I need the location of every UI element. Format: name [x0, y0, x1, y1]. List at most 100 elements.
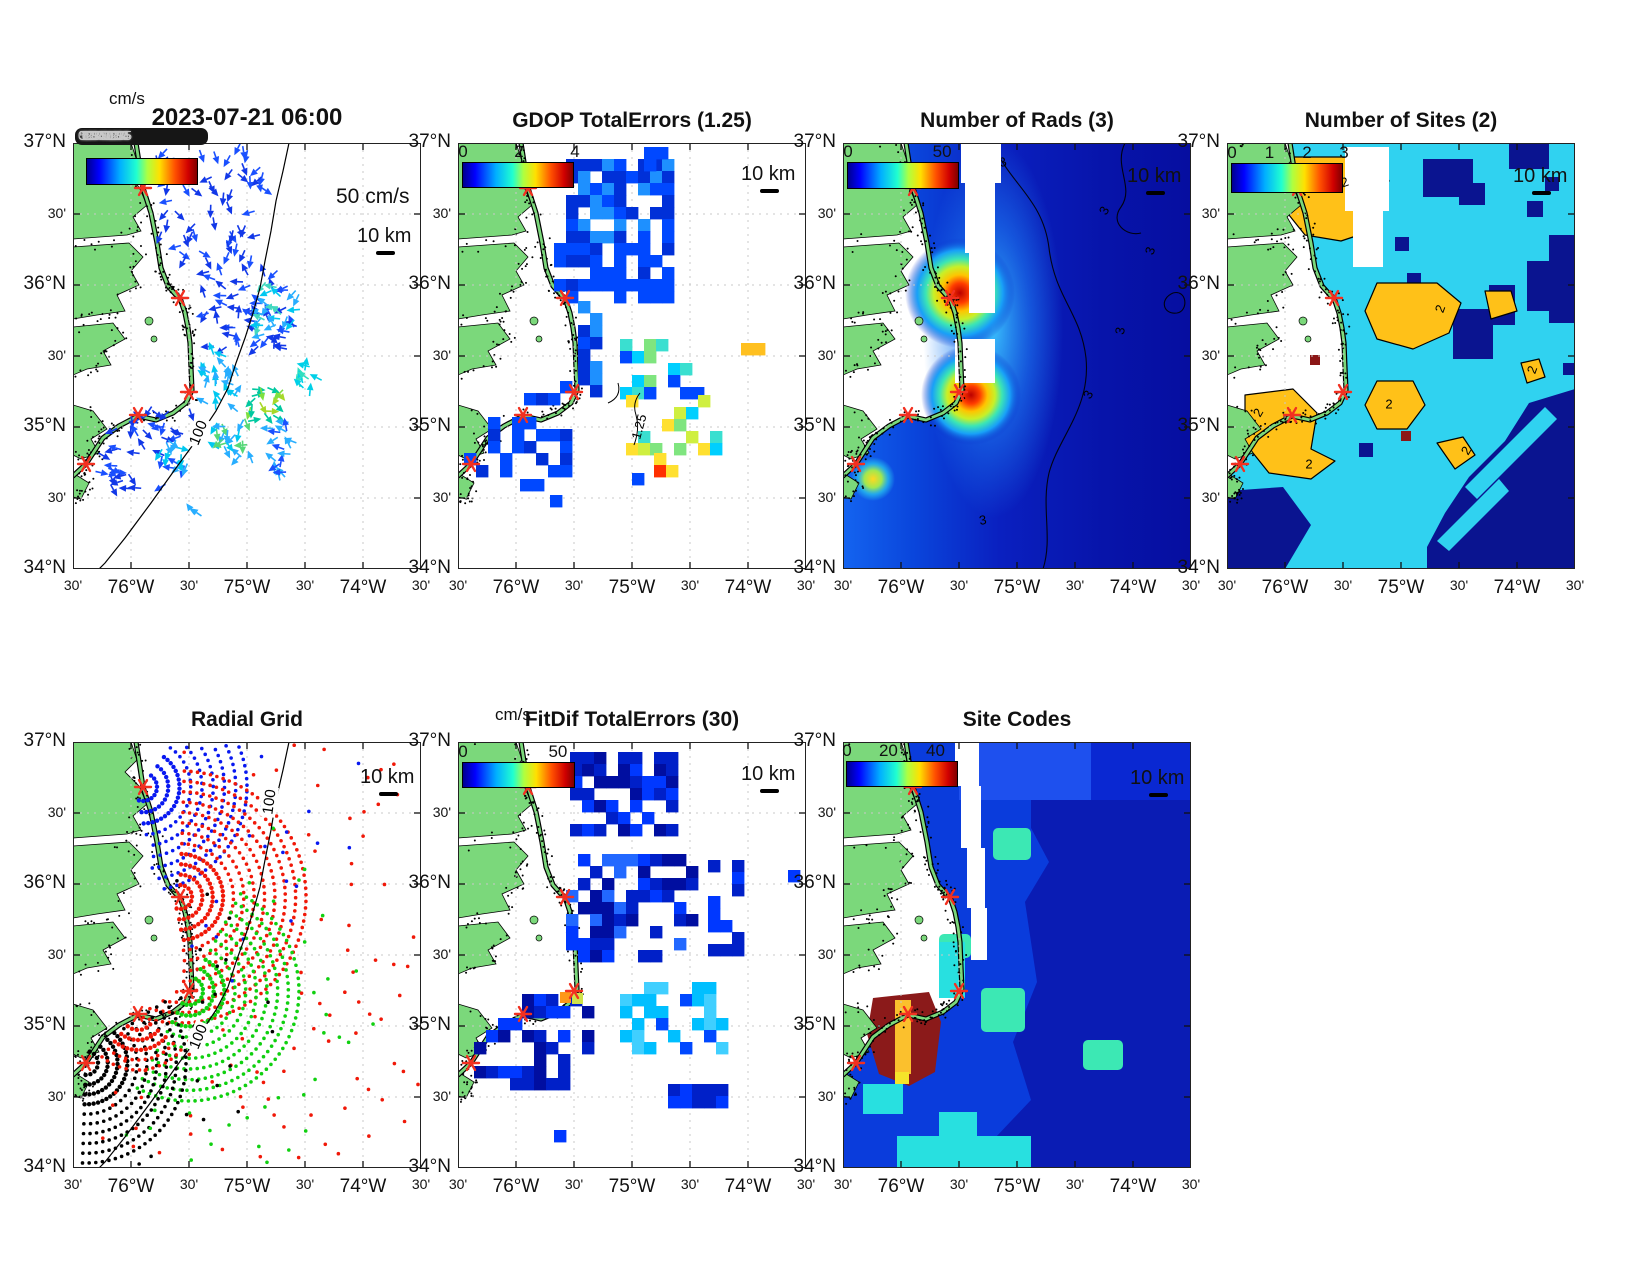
x-axis-tick-label: 30'	[1449, 577, 1469, 593]
colorbar: 0 2 4	[458, 142, 580, 188]
radar-site-marker	[461, 1054, 481, 1072]
colorbar	[86, 158, 198, 185]
panel-num-rads: Number of Rads (3) 3 3 3 3 3 3 37°N 30' 36°N 30' 35…	[794, 109, 1201, 598]
contour-label: 3	[1142, 245, 1159, 257]
y-axis-tick-label: 30'	[432, 489, 451, 506]
colorbar-tick-label: 50	[548, 742, 568, 761]
contour-label: 2	[1339, 174, 1351, 191]
axis-tick-marks	[1227, 143, 1575, 569]
radar-site-marker	[1230, 455, 1250, 473]
x-axis-tick-label: 30'	[448, 577, 468, 593]
panel-gdop-errors: GDOP TotalErrors (1.25) 1.25 37°N 30' 36°N 30…	[409, 109, 816, 598]
contour-label: 3	[1112, 326, 1128, 336]
y-axis-tick-label: 30'	[817, 205, 836, 222]
current-vectors	[95, 143, 323, 517]
x-axis-tick-label: 30'	[179, 577, 199, 593]
y-axis-tick-label: 30'	[1201, 347, 1220, 364]
y-axis-tick-label: 30'	[1201, 205, 1220, 222]
radar-site-marker	[898, 1005, 918, 1023]
panel-radial-grid: Radial Grid 100 100 37°N 30' 36°N 30' 35°N 30' 34…	[24, 708, 431, 1197]
axis-tick-marks	[843, 742, 1191, 1168]
y-axis-tick-label: 34°N	[793, 556, 836, 578]
radar-site-marker	[898, 406, 918, 424]
x-axis-tick-label: 30'	[1065, 1176, 1085, 1192]
y-axis-tick-label: 36°N	[23, 871, 66, 893]
x-axis-tick-label: 76°W	[877, 1176, 925, 1197]
y-axis-tick-label: 30'	[47, 1088, 66, 1105]
radar-site-marker	[170, 289, 190, 307]
scale-bar-line	[1146, 191, 1165, 195]
panel-title: Number of Sites (2)	[1304, 109, 1498, 132]
x-axis-tick-label: 30'	[796, 1176, 816, 1192]
scale-bar-label: 10 km	[357, 225, 412, 247]
x-axis-tick-label: 74°W	[1493, 577, 1541, 598]
x-axis-tick-label: 30'	[1181, 1176, 1201, 1192]
y-axis-tick-label: 37°N	[408, 130, 451, 152]
radar-site-marker	[1324, 289, 1344, 307]
x-axis-tick-label: 75°W	[608, 1176, 656, 1197]
colorbar-tick-label: 40	[926, 741, 945, 760]
radar-site-marker	[513, 406, 533, 424]
x-axis-tick-label: 75°W	[993, 1176, 1041, 1197]
radar-site-marker	[846, 455, 866, 473]
scale-bar-label: 10 km	[1130, 767, 1185, 789]
y-axis-tick-label: 30'	[817, 1088, 836, 1105]
x-axis-tick-label: 30'	[680, 577, 700, 593]
colorbar-tick-label: 1	[1264, 143, 1275, 162]
axis-tick-marks	[843, 143, 1191, 569]
y-axis-tick-label: 37°N	[408, 729, 451, 751]
x-axis-tick-label: 30'	[949, 577, 969, 593]
y-axis-tick-label: 30'	[817, 946, 836, 963]
radar-site-marker	[564, 383, 584, 401]
y-axis-tick-label: 34°N	[23, 556, 66, 578]
x-axis-tick-label: 75°W	[1377, 577, 1425, 598]
x-axis-tick-label: 76°W	[1261, 577, 1309, 598]
x-axis-tick-label: 75°W	[223, 1176, 271, 1197]
radar-site-marker	[76, 1054, 96, 1072]
radial-grid-dots	[80, 743, 420, 1166]
gridded-cells: 1.25	[464, 147, 766, 508]
map-plot-area	[843, 742, 1191, 1168]
colorbar: 0 20 40	[842, 741, 958, 787]
radar-site-marker	[128, 1005, 148, 1023]
x-axis-tick-label: 30'	[1065, 577, 1085, 593]
y-axis-tick-label: 30'	[432, 946, 451, 963]
x-axis-tick-label: 75°W	[608, 577, 656, 598]
x-axis-tick-label: 30'	[295, 577, 315, 593]
panel-title: 2023-07-21 06:00	[151, 104, 343, 131]
panel-num-sites: Number of Sites (2) 2 2 2 2 2 2 2 37°N 30' 36°N 30'…	[1178, 109, 1585, 598]
radar-site-marker	[949, 383, 969, 401]
y-axis-tick-label: 30'	[432, 347, 451, 364]
radar-site-marker	[1282, 406, 1302, 424]
radar-site-marker	[170, 888, 190, 906]
coastline-land	[73, 143, 198, 505]
y-axis-tick-label: 35°N	[23, 1013, 66, 1035]
map-plot-area: 1.25	[458, 143, 806, 569]
scale-bar-label: 10 km	[1127, 165, 1182, 187]
radar-site-marker	[555, 289, 575, 307]
contour-label: 2	[1305, 456, 1312, 471]
x-axis-tick-label: 30'	[680, 1176, 700, 1192]
y-axis-tick-label: 34°N	[23, 1155, 66, 1177]
map-plot-area: 100	[73, 143, 421, 569]
x-axis-tick-label: 30'	[411, 1176, 431, 1192]
y-axis-tick-label: 36°N	[793, 272, 836, 294]
y-axis-tick-label: 35°N	[793, 1013, 836, 1035]
y-axis-tick-label: 30'	[47, 347, 66, 364]
contour-label: 1.25	[628, 413, 649, 441]
contour-label: 3	[997, 154, 1008, 170]
axis-tick-marks	[73, 742, 421, 1168]
x-axis-tick-label: 74°W	[724, 577, 772, 598]
contour-label: 3	[978, 512, 988, 528]
y-axis-tick-label: 35°N	[23, 414, 66, 436]
x-axis-tick-label: 30'	[1181, 577, 1201, 593]
scale-bar-line	[760, 189, 779, 193]
y-axis-tick-label: 34°N	[408, 556, 451, 578]
y-axis-tick-label: 36°N	[23, 272, 66, 294]
scale-bar-label: 10 km	[1513, 165, 1568, 187]
colorbar-unit-label: cm/s	[109, 89, 145, 108]
x-axis-tick-label: 30'	[833, 1176, 853, 1192]
y-axis-tick-label: 30'	[1201, 489, 1220, 506]
panel-currents: 2023-07-21 06:00 100 37°N 30' 36°N 30' 35°N 30'…	[24, 89, 431, 598]
